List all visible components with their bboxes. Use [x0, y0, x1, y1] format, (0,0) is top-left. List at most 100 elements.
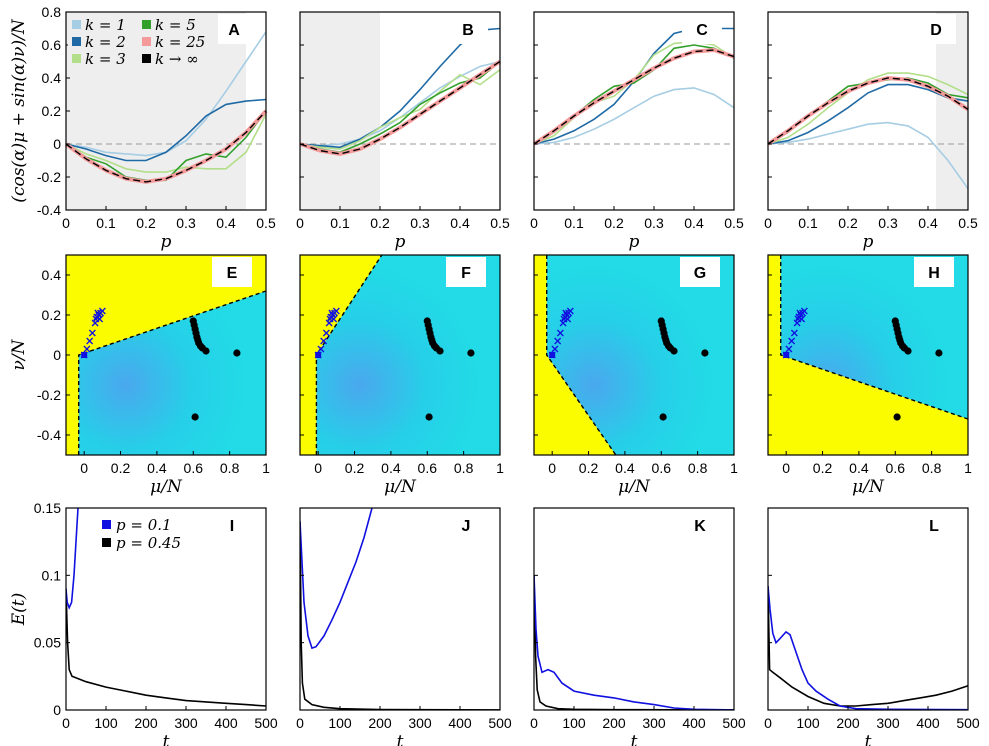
- series-kinf: [65, 110, 267, 183]
- unstable-region: [66, 255, 266, 455]
- x-tick-label: 100: [562, 715, 586, 731]
- blue-cross: [98, 307, 106, 315]
- y-axis-label: (cos(α)μ + sin(α)ν)/N: [9, 18, 29, 203]
- x-tick-label: 0.8: [454, 460, 474, 476]
- shaded-region: [300, 12, 380, 210]
- x-axis-label: t: [631, 732, 638, 746]
- x-tick-label: 0.2: [136, 215, 156, 231]
- legend-label: k = 5: [155, 16, 196, 34]
- legend-swatch: [102, 538, 111, 547]
- legend-swatch: [102, 520, 111, 529]
- x-tick-label: 0.4: [918, 215, 938, 231]
- x-tick-label: 0: [764, 215, 772, 231]
- panel-b: 0 0.1 0.2 0.3 0.4 0.5 p B: [296, 11, 510, 252]
- x-tick-label: 500: [956, 715, 980, 731]
- axes-frame: [299, 507, 501, 711]
- y-tick-label: 0.2: [42, 307, 62, 323]
- plot-bg: [534, 12, 734, 210]
- x-tick-label: 0.2: [579, 460, 599, 476]
- blue-cross: [94, 309, 102, 317]
- x-tick-label: 1: [730, 460, 738, 476]
- legend-label: p = 0.1: [116, 516, 172, 534]
- panel-letter-bg: [916, 14, 956, 44]
- legend-swatch: [142, 54, 151, 63]
- x-tick-label: 0.4: [216, 215, 236, 231]
- legend-label: k = 3: [85, 50, 126, 68]
- black-point: [893, 413, 901, 421]
- blue-cross: [554, 337, 562, 345]
- x-tick-label: 0.4: [684, 215, 704, 231]
- x-axis-label: t: [397, 732, 404, 746]
- x-tick-label: 0.2: [370, 215, 390, 231]
- blue-cross: [798, 315, 806, 323]
- x-tick-label: 1: [496, 460, 504, 476]
- y-axis-label: E(t): [9, 593, 29, 627]
- blue-cross: [332, 307, 340, 315]
- x-tick-label: 0.2: [345, 460, 365, 476]
- panel-letter-bg: [212, 257, 252, 287]
- panel-e: 0 0.2 0.4 0.6 0.8 1-0.4-0.200.20.4μ/Nν/NE: [9, 254, 270, 497]
- legend-row2: p = 0.1p = 0.45: [102, 516, 181, 552]
- x-tick-label: 400: [916, 715, 940, 731]
- blue-cross: [86, 337, 94, 345]
- series-k2: [65, 98, 267, 162]
- panel-letter: L: [929, 518, 939, 535]
- plot-bg: [768, 12, 968, 210]
- origin-marker: [315, 352, 322, 358]
- series-k25: [766, 75, 970, 146]
- axes-frame: [767, 507, 969, 711]
- x-tick-label: 200: [134, 715, 158, 731]
- x-tick-label: 0: [296, 215, 304, 231]
- origin-marker: [783, 352, 790, 358]
- x-tick-label: 0.3: [644, 215, 664, 231]
- x-axis-label: p: [629, 232, 640, 252]
- panel-letter-bg: [682, 14, 722, 44]
- shaded-region: [936, 12, 968, 210]
- x-tick-label: 1: [964, 460, 972, 476]
- y-tick-label: -0.2: [37, 169, 61, 185]
- x-tick-label: 0.6: [652, 460, 672, 476]
- series-p01: [66, 508, 79, 610]
- legend-row0: k = 1k = 2k = 3 k = 5k = 25k → ∞: [68, 14, 218, 70]
- panel-c: 0 0.1 0.2 0.3 0.4 0.5 p C: [530, 11, 744, 252]
- plot-bg: [66, 508, 266, 710]
- unstable-region: [768, 255, 968, 455]
- black-point: [659, 413, 667, 421]
- unstable-region: [534, 255, 616, 455]
- panel-j: 0 100 200 300 400 500 t J: [296, 507, 512, 746]
- x-tick-label: 100: [94, 715, 118, 731]
- x-tick-label: 0.6: [886, 460, 906, 476]
- origin-marker: [549, 352, 556, 358]
- x-tick-label: 300: [408, 715, 432, 731]
- x-tick-label: 0.2: [813, 460, 833, 476]
- x-tick-label: 0.1: [798, 215, 818, 231]
- x-tick-label: 0.4: [147, 460, 167, 476]
- x-tick-label: 0.1: [96, 215, 116, 231]
- blue-cross: [83, 345, 91, 353]
- panel-letter-bg: [214, 14, 254, 44]
- x-tick-label: 0: [62, 215, 70, 231]
- blue-cross: [562, 309, 570, 317]
- axes-frame: [65, 507, 267, 711]
- x-tick-label: 0.8: [220, 460, 240, 476]
- plot-bg: [768, 508, 968, 710]
- black-point: [701, 349, 709, 357]
- x-tick-label: 0.8: [688, 460, 708, 476]
- blue-cross: [551, 345, 559, 353]
- panel-h: 0 0.2 0.4 0.6 0.8 1 μ/N H: [767, 254, 972, 497]
- panel-letter: I: [230, 518, 234, 535]
- series-kinf: [533, 49, 735, 145]
- panel-letter: K: [694, 518, 706, 535]
- black-point: [670, 347, 678, 355]
- series-kinf: [299, 60, 501, 155]
- panel-letter: C: [696, 22, 708, 39]
- series-p01: [534, 575, 734, 710]
- x-tick-label: 0: [296, 715, 304, 731]
- x-tick-label: 0.6: [418, 460, 438, 476]
- x-tick-label: 0: [548, 460, 556, 476]
- panel-f: 0 0.2 0.4 0.6 0.8 1 μ/N F: [299, 254, 504, 497]
- x-tick-label: 100: [796, 715, 820, 731]
- x-tick-label: 0.2: [604, 215, 624, 231]
- y-tick-label: 0.2: [42, 103, 62, 119]
